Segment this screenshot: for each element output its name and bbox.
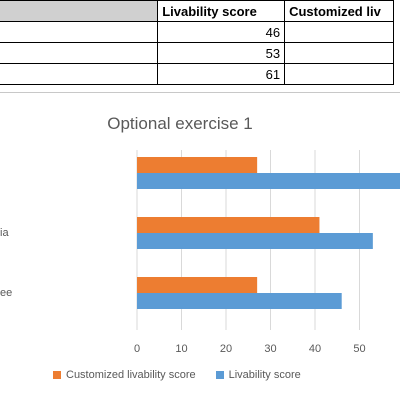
bar-customized — [137, 157, 258, 173]
x-tick-label: 30 — [264, 343, 276, 355]
table-row: nia 53 — [0, 42, 394, 64]
header-cell-livability-score[interactable]: Livability score — [157, 0, 286, 22]
legend-item-customized: Customized livability score — [53, 369, 196, 381]
x-tick-label: 0 — [134, 343, 140, 355]
bar-customized — [137, 217, 320, 233]
chart-title: Optional exercise 1 — [107, 114, 253, 133]
header-cell-customized-livability[interactable]: Customized liv — [284, 0, 394, 22]
data-table: Livability score Customized liv see 46 n… — [0, 0, 394, 85]
spreadsheet-grid: Livability score Customized liv see 46 n… — [0, 0, 400, 89]
table-row: 61 — [0, 63, 394, 85]
table-header-row: Livability score Customized liv — [0, 0, 394, 22]
table-row: see 46 — [0, 21, 394, 43]
bar-customized — [137, 277, 258, 293]
legend-swatch-livability — [215, 371, 224, 379]
x-tick-label: 10 — [175, 343, 187, 355]
category-label: ee — [0, 287, 12, 299]
x-tick-label: 20 — [220, 343, 232, 355]
category-label: ia — [0, 227, 9, 239]
cell-custom[interactable] — [284, 63, 394, 85]
legend-item-livability: Livability score — [215, 369, 301, 381]
x-tick-label: 50 — [353, 343, 365, 355]
bar-livability — [137, 233, 373, 249]
legend-swatch-customized — [53, 371, 61, 379]
chart-legend: Customized livability score Livability s… — [53, 369, 301, 381]
x-tick-label: 40 — [309, 343, 321, 355]
legend-label-livability: Livability score — [228, 369, 301, 381]
embedded-chart[interactable] — [0, 92, 400, 397]
legend-label-customized: Customized livability score — [66, 369, 196, 381]
bar-livability — [137, 173, 400, 189]
bar-livability — [137, 293, 342, 309]
cell-name[interactable] — [0, 63, 159, 85]
